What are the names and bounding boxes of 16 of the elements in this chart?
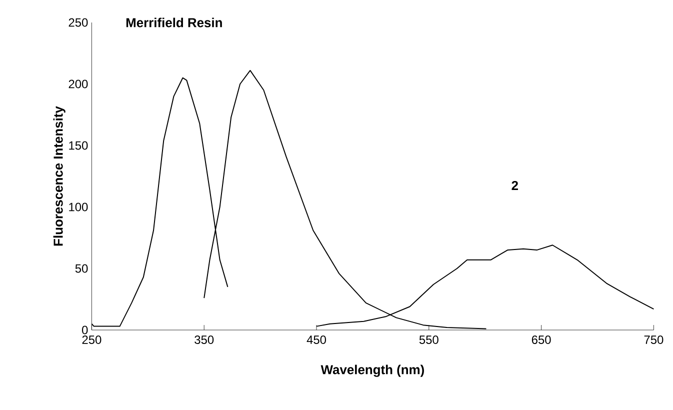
y-tick-label: 0 (82, 326, 88, 334)
x-tick-label: 350 (194, 336, 214, 344)
y-tick-label: 100 (69, 202, 88, 212)
y-tick-label: 50 (75, 264, 88, 273)
x-tick-label: 750 (644, 336, 664, 344)
chart-title: Merrifield Resin (126, 18, 222, 28)
y-axis-title: Fluorescence Intensity (53, 106, 66, 246)
annotation: 2 (512, 180, 518, 190)
y-tick-label: 150 (69, 141, 88, 150)
x-tick-label: 550 (419, 336, 438, 344)
x-tick-label: 450 (306, 336, 326, 344)
x-tick-label: 250 (82, 336, 102, 344)
x-tick-label: 650 (532, 336, 551, 344)
x-axis-title: Wavelength (nm) (320, 364, 424, 377)
y-tick-label: 250 (68, 18, 88, 27)
y-tick-label: 200 (68, 80, 88, 88)
